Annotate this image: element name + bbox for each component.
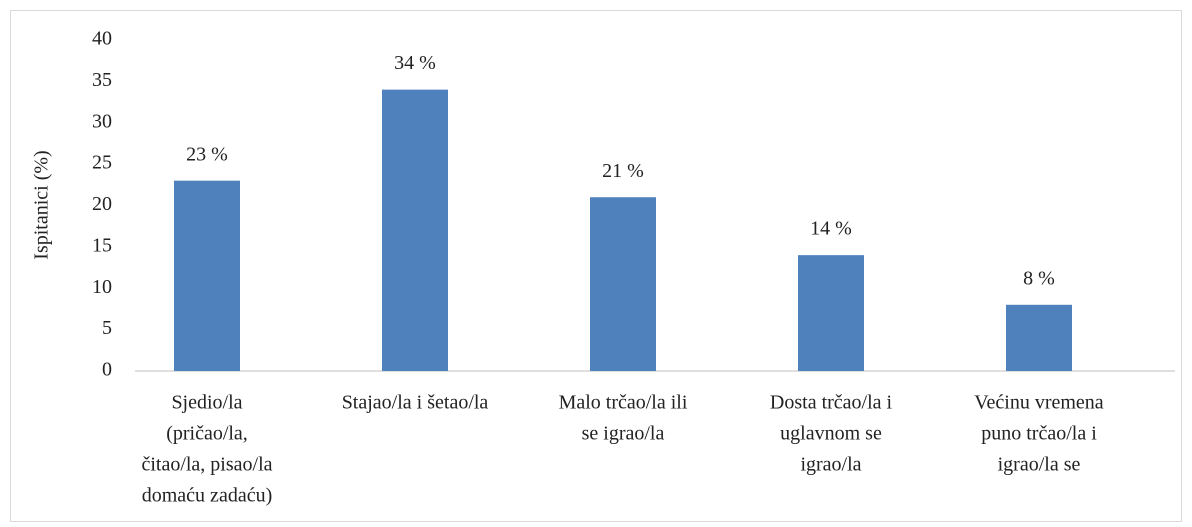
y-tick-label: 15 <box>92 234 112 256</box>
value-label: 14 % <box>810 218 852 240</box>
x-tick-label: Dosta trčao/la i <box>770 392 893 414</box>
x-tick-label: Malo trčao/la ili <box>559 392 688 414</box>
y-tick-label: 5 <box>102 317 112 339</box>
x-tick-label: (pričao/la, <box>166 423 248 445</box>
y-tick-label: 10 <box>92 276 112 298</box>
x-tick-label: čitao/la, pisao/la <box>141 454 272 476</box>
bar <box>590 197 656 371</box>
x-tick-label: puno trčao/la i <box>981 423 1097 445</box>
x-tick-label: Većinu vremena <box>974 392 1104 414</box>
y-axis-label: Ispitanici (%) <box>31 150 53 259</box>
bar <box>382 89 448 372</box>
x-tick-label: domaću zadaću) <box>142 485 272 507</box>
x-tick-label: Stajao/la i šetao/la <box>342 392 489 414</box>
bar <box>798 255 864 371</box>
x-tick-label: igrao/la se <box>998 454 1081 476</box>
value-label: 34 % <box>394 52 436 74</box>
bar <box>1006 304 1072 371</box>
value-label: 8 % <box>1023 267 1055 289</box>
y-tick-label: 40 <box>92 28 112 50</box>
y-tick-label: 25 <box>92 152 112 174</box>
y-tick-label: 20 <box>92 193 112 215</box>
y-tick-label: 30 <box>92 110 112 132</box>
x-tick-label: Sjedio/la <box>171 392 242 414</box>
value-label: 23 % <box>186 143 228 165</box>
value-label: 21 % <box>602 160 644 182</box>
x-tick-label: uglavnom se <box>780 423 882 445</box>
y-tick-label: 0 <box>102 359 112 381</box>
bar <box>174 180 240 371</box>
x-tick-label: se igrao/la <box>582 423 665 445</box>
x-tick-label: igrao/la <box>800 454 861 476</box>
y-tick-label: 35 <box>92 69 112 91</box>
